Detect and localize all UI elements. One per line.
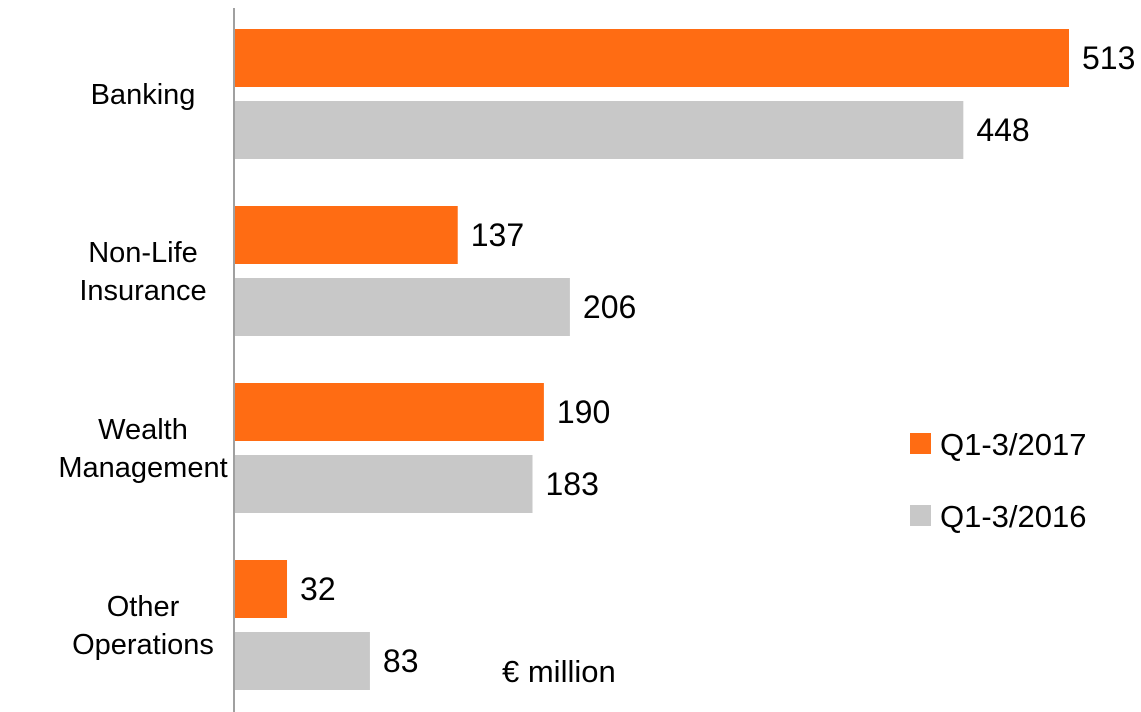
bar bbox=[235, 560, 288, 618]
legend-swatch bbox=[910, 433, 931, 454]
bar bbox=[235, 278, 570, 336]
category-label: Other Operations bbox=[72, 591, 214, 661]
value-label: 206 bbox=[583, 289, 636, 325]
category-label: Banking bbox=[91, 79, 196, 111]
legend: Q1-3/2017 Q1-3/2016 bbox=[910, 427, 1087, 534]
value-label: 448 bbox=[976, 112, 1029, 148]
legend-label: Q1-3/2017 bbox=[940, 427, 1087, 462]
bar bbox=[235, 206, 458, 264]
unit-label: € million bbox=[502, 654, 616, 689]
bar bbox=[235, 455, 533, 513]
bar bbox=[235, 101, 964, 159]
legend-label: Q1-3/2016 bbox=[940, 499, 1087, 534]
value-label: 183 bbox=[546, 466, 599, 502]
value-label: 137 bbox=[471, 217, 524, 253]
value-label: 513 bbox=[1082, 40, 1135, 76]
value-label: 83 bbox=[383, 643, 419, 679]
category-label: Wealth Management bbox=[58, 414, 227, 484]
legend-swatch bbox=[910, 505, 931, 526]
value-label: 32 bbox=[300, 571, 336, 607]
bar bbox=[235, 632, 370, 690]
bar bbox=[235, 29, 1069, 87]
category-label: Non-Life Insurance bbox=[79, 237, 206, 307]
value-label: 190 bbox=[557, 394, 610, 430]
bar bbox=[235, 383, 544, 441]
